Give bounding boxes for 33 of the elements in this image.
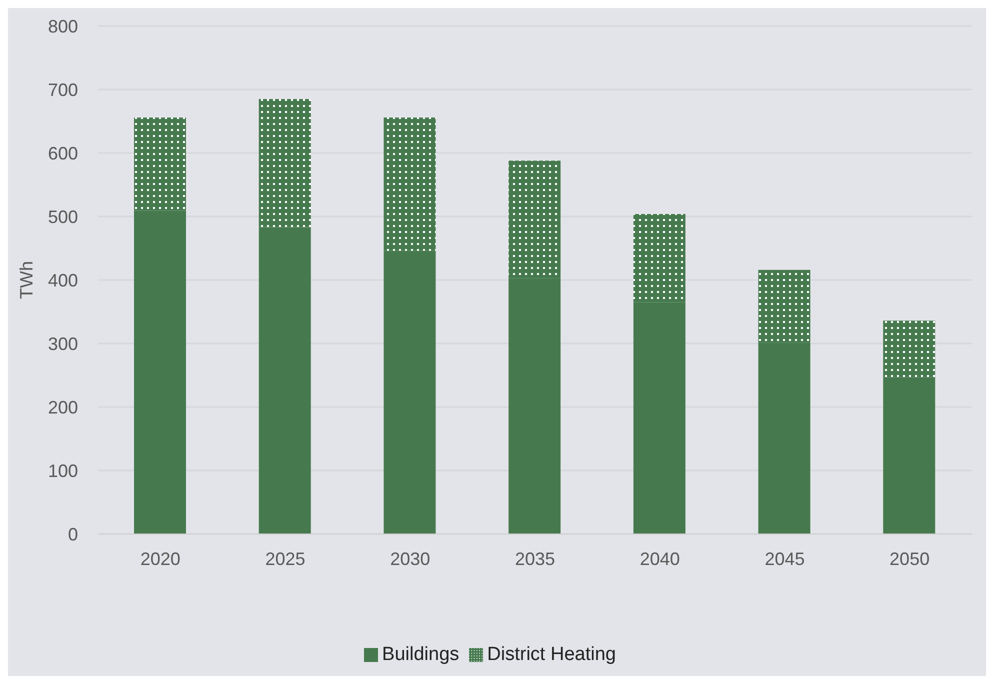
y-tick-label: 300	[48, 334, 78, 354]
y-tick-label: 200	[48, 397, 78, 418]
y-tick-label: 100	[48, 460, 78, 481]
bar	[258, 99, 311, 228]
x-tick-label: 2050	[890, 548, 930, 569]
bar	[633, 214, 686, 302]
bar	[134, 117, 186, 211]
y-tick-label: 800	[48, 16, 78, 36]
bar	[134, 210, 186, 534]
y-tick-label: 400	[48, 270, 78, 290]
x-tick-label: 2030	[390, 548, 430, 569]
x-tick-label: 2035	[514, 548, 556, 569]
x-tick-label: 2020	[140, 548, 180, 569]
legend-label: Buildings	[382, 644, 460, 665]
bar	[508, 278, 561, 534]
bar	[758, 342, 810, 534]
bar	[633, 302, 686, 534]
bar	[384, 117, 436, 251]
bar	[258, 227, 311, 534]
x-tick-label: 2040	[640, 548, 680, 569]
y-axis-title: TWh	[16, 261, 36, 299]
bar	[508, 160, 561, 278]
y-tick-label: 700	[48, 80, 78, 100]
y-tick-label: 600	[48, 143, 78, 164]
legend-label: District Heating	[487, 644, 616, 665]
x-tick-label: 2025	[265, 548, 306, 569]
bar	[384, 250, 436, 534]
y-tick-label: 500	[48, 206, 78, 227]
bar	[883, 377, 936, 534]
x-tick-label: 2045	[764, 548, 805, 569]
bar	[883, 320, 936, 378]
bar	[758, 270, 810, 343]
y-tick-label: 0	[68, 524, 78, 544]
